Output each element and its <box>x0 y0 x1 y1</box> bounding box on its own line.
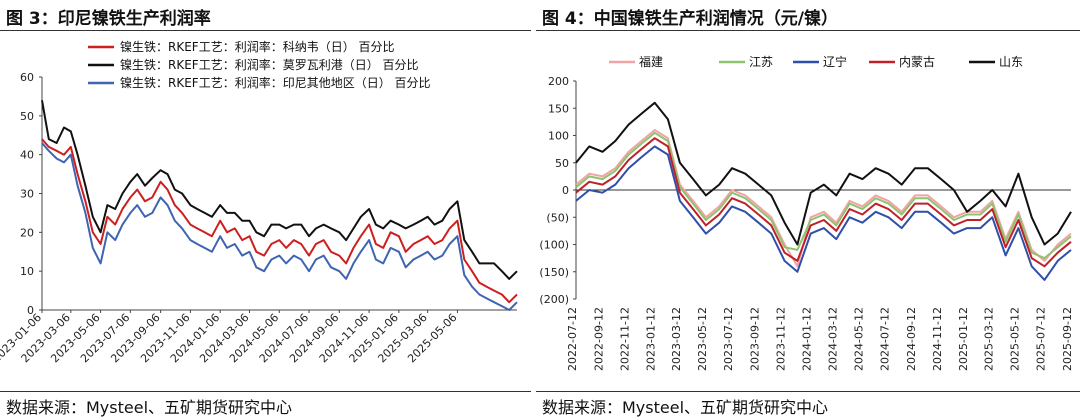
right-y-tick-label: 100 <box>548 130 569 143</box>
right-legend-label-4: 山东 <box>999 55 1023 69</box>
right-x-tick-label: 2025-07-12 <box>1034 307 1047 371</box>
right-x-tick-label: 2023-07-12 <box>722 307 735 371</box>
right-y-tick-label: (100) <box>539 239 569 252</box>
left-source-rule <box>0 391 531 392</box>
left-chart-title: 图 3：印尼镍铁生产利润率 <box>6 9 211 29</box>
right-y-tick-label: (150) <box>539 266 569 279</box>
right-x-tick-label: 2023-01-12 <box>645 307 658 371</box>
right-source-note: 数据来源：Mysteel、五矿期货研究中心 <box>542 398 829 417</box>
right-title-rule <box>536 30 1080 31</box>
right-x-tick-label: 2023-11-12 <box>775 307 788 371</box>
right-y-tick-label: 200 <box>548 75 569 88</box>
left-series-line-0 <box>41 138 518 304</box>
right-x-tick-label: 2025-01-12 <box>957 307 970 371</box>
left-y-tick-label: 0 <box>27 304 34 317</box>
right-series-line-2 <box>575 145 1072 281</box>
left-y-tick-label: 50 <box>20 110 34 123</box>
left-y-tick-label: 40 <box>20 149 34 162</box>
right-x-tick-label: 2025-03-12 <box>982 307 995 371</box>
left-title-rule <box>0 30 531 31</box>
left-legend-label-0: 镍生铁：RKEF工艺：利润率：科纳韦（日） 百分比 <box>120 39 395 54</box>
left-chart-svg: 01020304050602023-01-062023-03-062023-05… <box>0 39 518 365</box>
right-series-line-4 <box>575 101 1072 246</box>
left-legend-label-2: 镍生铁：RKEF工艺：利润率：印尼其他地区（日） 百分比 <box>120 75 431 90</box>
right-x-tick-label: 2024-05-12 <box>852 307 865 371</box>
left-legend-label-1: 镍生铁：RKEF工艺：利润率：莫罗瓦利港（日） 百分比 <box>120 57 419 72</box>
right-x-tick-label: 2023-03-12 <box>670 307 683 371</box>
right-y-tick-label: (50) <box>546 211 569 224</box>
left-y-tick-label: 20 <box>20 226 34 239</box>
right-x-tick-label: 2024-07-12 <box>878 307 891 371</box>
right-legend-label-3: 内蒙古 <box>899 54 935 69</box>
right-legend-label-2: 辽宁 <box>823 54 847 69</box>
left-y-tick-label: 10 <box>20 265 34 278</box>
panel-divider <box>531 0 536 417</box>
right-x-tick-label: 2023-05-12 <box>696 307 709 371</box>
right-chart-panel: 图 4：中国镍铁生产利润情况（元/镍） 200 150 100 50 0 (50) (100… <box>536 0 1080 417</box>
right-x-tick-label: 2022-09-12 <box>593 307 606 371</box>
left-source-note: 数据来源：Mysteel、五矿期货研究中心 <box>6 398 293 417</box>
left-series-line-2 <box>41 142 518 311</box>
right-chart-title: 图 4：中国镍铁生产利润情况（元/镍） <box>542 9 838 29</box>
right-y-tick-label: 50 <box>555 157 569 170</box>
left-series-line-1 <box>41 100 518 280</box>
right-x-tick-label: 2025-09-12 <box>1061 307 1074 371</box>
right-x-tick-label: 2024-03-12 <box>826 307 839 371</box>
right-x-tick-label: 2024-01-12 <box>801 307 814 371</box>
right-y-tick-label: 150 <box>548 102 569 115</box>
right-series-line-1 <box>575 131 1072 260</box>
right-x-tick-label: 2023-09-12 <box>749 307 762 371</box>
right-chart-svg: 200 150 100 50 0 (50) (100) (150) (200)2022-07-1… <box>539 54 1074 371</box>
left-y-tick-label: 60 <box>20 71 34 84</box>
right-series-line-0 <box>575 129 1072 268</box>
right-y-tick-label: (200) <box>539 293 569 306</box>
right-x-tick-label: 2024-11-12 <box>931 307 944 371</box>
right-x-tick-label: 2022-11-12 <box>619 307 632 371</box>
right-x-tick-label: 2025-05-12 <box>1008 307 1021 371</box>
right-x-tick-label: 2024-09-12 <box>905 307 918 371</box>
left-y-tick-label: 30 <box>20 188 34 201</box>
right-series-line-3 <box>575 137 1072 268</box>
right-legend-label-1: 江苏 <box>749 55 773 69</box>
right-legend-label-0: 福建 <box>639 54 663 69</box>
right-y-tick-label: 0 <box>562 184 569 197</box>
left-chart-panel: 图 3：印尼镍铁生产利润率 0 10 20 30 40 50 60 2023-01-06 202… <box>0 0 531 417</box>
right-x-tick-label: 2022-07-12 <box>566 307 579 371</box>
right-source-rule <box>536 391 1080 392</box>
